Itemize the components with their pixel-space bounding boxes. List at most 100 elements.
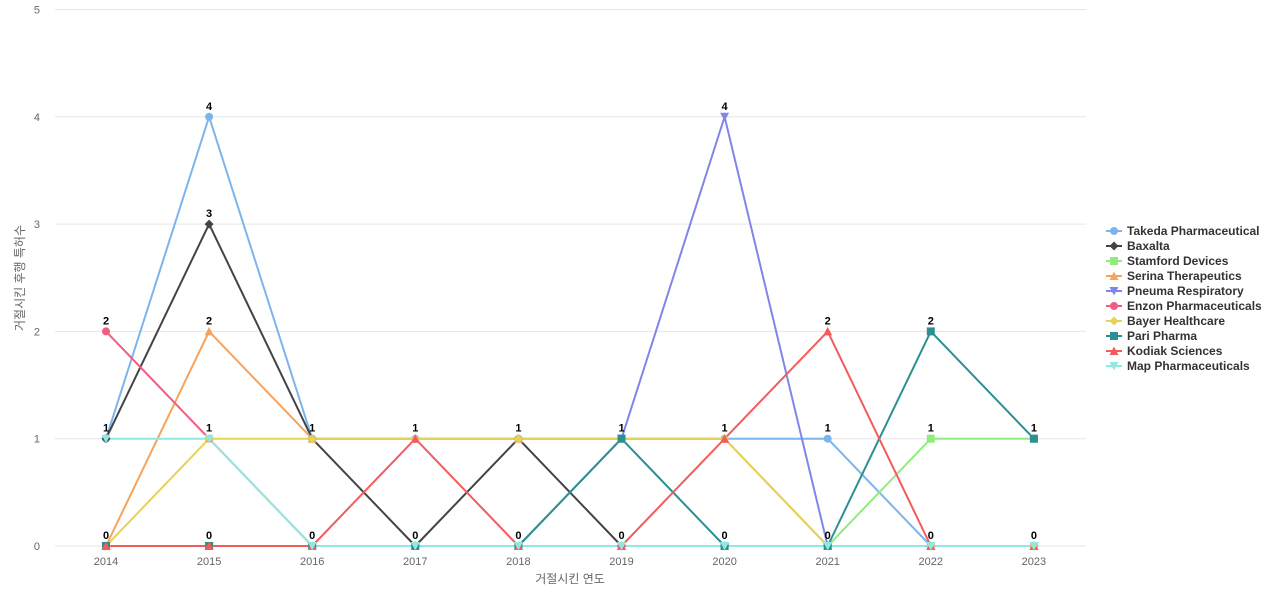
- legend-item[interactable]: Pneuma Respiratory: [1106, 284, 1244, 298]
- legend-label: Stamford Devices: [1127, 254, 1229, 268]
- series-line: [105, 223, 1034, 547]
- data-label: 2: [825, 315, 831, 327]
- x-tick-label: 2019: [609, 556, 633, 568]
- y-tick-label: 1: [34, 434, 40, 446]
- legend-marker: [1110, 227, 1118, 235]
- series-point: [204, 219, 214, 229]
- series-point: [926, 327, 935, 336]
- data-label: 0: [309, 530, 315, 542]
- x-tick-label: 2018: [506, 556, 530, 568]
- series-point: [101, 541, 111, 550]
- data-label: 1: [206, 423, 212, 435]
- series-point: [823, 326, 833, 336]
- y-tick-label: 0: [34, 541, 40, 553]
- data-label: 2: [206, 315, 212, 327]
- legend-label: Takeda Pharmaceutical: [1127, 224, 1260, 238]
- legend-item[interactable]: Bayer Healthcare: [1106, 314, 1225, 328]
- series-point: [513, 434, 523, 444]
- data-label: 4: [722, 101, 729, 113]
- x-axis-ticks: 2014 2015 2016 2017 2018 2019 2020 2021 2022 2023: [94, 556, 1046, 568]
- series-point: [205, 112, 214, 121]
- data-label: 0: [928, 530, 934, 542]
- series-point: [410, 542, 420, 551]
- data-label: 2: [928, 315, 934, 327]
- legend-item[interactable]: Map Pharmaceuticals: [1106, 359, 1250, 373]
- legend-marker: [1110, 332, 1118, 340]
- legend-label: Pari Pharma: [1127, 329, 1197, 343]
- legend-marker: [1109, 287, 1119, 296]
- legend-item[interactable]: Kodiak Sciences: [1106, 344, 1223, 358]
- legend-marker: [1109, 271, 1119, 280]
- data-label: 1: [825, 423, 831, 435]
- series-lines: [105, 115, 1035, 547]
- legend-marker: [1109, 362, 1119, 371]
- data-label: 0: [103, 530, 109, 542]
- series-point: [720, 434, 730, 443]
- x-tick-label: 2015: [197, 556, 221, 568]
- y-tick-label: 5: [34, 5, 40, 17]
- y-tick-label: 3: [34, 219, 40, 231]
- data-label: 3: [206, 208, 212, 220]
- series-point: [307, 542, 317, 551]
- data-label: 1: [618, 423, 624, 435]
- legend-label: Bayer Healthcare: [1127, 314, 1225, 328]
- series-point: [720, 112, 730, 122]
- x-tick-label: 2020: [712, 556, 736, 568]
- legend-marker: [1109, 241, 1119, 251]
- legend-label: Serina Therapeutics: [1127, 269, 1242, 283]
- series-point: [617, 434, 626, 443]
- series-point: [101, 434, 111, 444]
- data-label: 1: [309, 423, 315, 435]
- legend-label: Kodiak Sciences: [1127, 344, 1223, 358]
- series-markers: [101, 112, 1039, 551]
- series-line: [106, 437, 1034, 547]
- data-label: 0: [1031, 530, 1037, 542]
- x-tick-label: 2021: [815, 556, 839, 568]
- series-point: [823, 542, 833, 551]
- legend-marker: [1110, 302, 1118, 310]
- legend-item[interactable]: Baxalta: [1106, 239, 1170, 253]
- series-point: [720, 542, 730, 551]
- legend-label: Pneuma Respiratory: [1127, 284, 1244, 298]
- series-point: [926, 542, 936, 551]
- series-point: [204, 434, 214, 444]
- series-point: [307, 434, 317, 444]
- legend-marker: [1109, 346, 1119, 355]
- data-label: 0: [515, 530, 521, 542]
- series-point: [410, 434, 420, 443]
- series-point: [204, 326, 214, 336]
- data-label: 0: [722, 530, 728, 542]
- legend-item[interactable]: Serina Therapeutics: [1106, 269, 1242, 283]
- series-point: [204, 541, 214, 550]
- legend-label: Enzon Pharmaceuticals: [1127, 299, 1262, 313]
- data-label: 0: [825, 530, 831, 542]
- series-point: [1029, 434, 1038, 443]
- legend-item[interactable]: Takeda Pharmaceutical: [1106, 224, 1260, 238]
- data-label: 2: [103, 315, 109, 327]
- x-tick-label: 2017: [403, 556, 427, 568]
- x-tick-label: 2022: [919, 556, 943, 568]
- data-label: 1: [1031, 423, 1037, 435]
- series-point: [926, 434, 935, 443]
- series-point: [102, 327, 110, 336]
- data-label: 4: [206, 101, 213, 113]
- data-label: 0: [618, 530, 624, 542]
- series-point: [1029, 542, 1039, 551]
- data-label: 1: [103, 423, 109, 435]
- data-label: 1: [928, 423, 934, 435]
- data-labels: 1 0 2 4 3 2 1 0 1 0 1 0 1 0 1 0 4 1 0 2 1 0 2 1 0 1 0: [103, 101, 1037, 542]
- series-point: [617, 542, 626, 551]
- data-label: 1: [412, 423, 418, 435]
- legend-item[interactable]: Enzon Pharmaceuticals: [1106, 299, 1262, 313]
- legend-marker: [1110, 257, 1118, 265]
- legend-label: Baxalta: [1127, 239, 1170, 253]
- x-tick-label: 2016: [300, 556, 324, 568]
- legend-item[interactable]: Pari Pharma: [1106, 329, 1197, 343]
- y-axis-title: 거절시킨 후행 특허수: [12, 225, 27, 331]
- legend-marker: [1109, 316, 1119, 326]
- data-label: 1: [722, 423, 728, 435]
- legend-item[interactable]: Stamford Devices: [1106, 254, 1229, 268]
- y-tick-label: 4: [34, 112, 40, 124]
